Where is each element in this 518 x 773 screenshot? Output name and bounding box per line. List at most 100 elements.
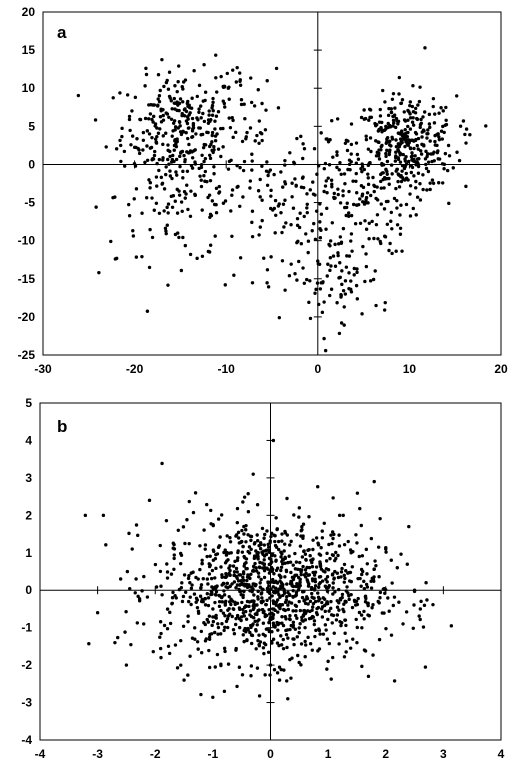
data-point	[202, 174, 206, 178]
data-point	[299, 572, 303, 577]
data-point	[359, 523, 364, 528]
data-point	[254, 549, 258, 553]
data-point	[253, 561, 257, 566]
data-point	[447, 154, 452, 158]
data-point	[382, 308, 387, 312]
data-point	[228, 125, 233, 130]
data-point	[236, 530, 241, 535]
data-point	[199, 163, 204, 167]
data-point	[329, 599, 333, 604]
data-point	[169, 572, 174, 576]
y-tick-label: 0	[28, 157, 35, 171]
data-point	[295, 533, 299, 537]
data-point	[255, 552, 259, 556]
data-point	[279, 584, 283, 588]
data-point	[325, 206, 329, 211]
data-point	[316, 599, 321, 603]
data-point	[235, 506, 240, 511]
data-point	[216, 632, 220, 636]
data-point	[418, 125, 422, 130]
data-point	[189, 163, 194, 168]
data-point	[159, 584, 163, 588]
data-point	[199, 178, 203, 182]
data-point	[323, 609, 327, 614]
data-point	[123, 630, 127, 634]
data-point	[255, 133, 259, 138]
data-point	[149, 145, 154, 150]
data-point	[272, 590, 276, 594]
data-point	[299, 242, 304, 246]
data-point	[219, 154, 223, 159]
data-point	[288, 560, 293, 564]
data-point	[336, 575, 341, 580]
data-point	[263, 532, 267, 537]
data-point	[319, 212, 324, 216]
data-point	[333, 242, 337, 247]
data-point	[259, 542, 263, 547]
data-point	[349, 152, 353, 156]
data-point	[284, 221, 288, 225]
data-point	[424, 162, 428, 167]
data-point	[179, 585, 184, 590]
data-point	[258, 130, 263, 135]
data-point	[145, 595, 150, 599]
data-point	[337, 608, 341, 612]
data-point	[425, 188, 429, 192]
data-point	[347, 597, 351, 602]
data-point	[252, 565, 256, 569]
data-point	[230, 116, 234, 120]
data-point	[213, 127, 217, 131]
x-tick-label: -1	[208, 747, 219, 761]
data-point	[389, 210, 394, 215]
data-point	[184, 130, 188, 135]
data-point	[210, 113, 215, 117]
data-point	[384, 127, 388, 131]
data-point	[260, 101, 264, 106]
data-point	[382, 175, 387, 180]
data-point	[232, 632, 237, 636]
data-point	[279, 667, 283, 672]
data-point	[219, 662, 223, 666]
data-point	[416, 164, 421, 169]
data-point	[187, 113, 191, 117]
data-point	[87, 642, 91, 646]
data-point	[408, 192, 412, 196]
data-point	[360, 626, 364, 630]
data-point	[316, 541, 320, 545]
data-point	[213, 630, 217, 635]
data-point	[410, 165, 415, 170]
data-point	[286, 697, 290, 701]
data-point	[412, 159, 416, 163]
data-point	[145, 309, 150, 313]
data-point	[404, 202, 409, 207]
data-point	[411, 626, 415, 631]
data-point	[281, 202, 286, 206]
data-point	[407, 524, 411, 529]
data-point	[409, 138, 413, 142]
data-point	[171, 590, 175, 595]
data-point	[451, 166, 455, 170]
data-point	[227, 594, 231, 599]
data-point	[238, 165, 242, 170]
data-point	[217, 184, 221, 189]
data-point	[364, 198, 368, 202]
data-point	[272, 206, 277, 211]
data-point	[180, 111, 184, 116]
data-point	[210, 568, 215, 573]
data-point	[136, 533, 140, 538]
data-point	[185, 169, 190, 173]
data-point	[231, 564, 236, 568]
x-tick-label: -3	[92, 747, 103, 761]
data-point	[354, 603, 358, 607]
data-point	[380, 120, 384, 125]
data-point	[303, 601, 308, 606]
data-point	[298, 544, 303, 548]
data-point	[198, 594, 203, 598]
data-point	[216, 545, 221, 550]
data-point	[178, 151, 183, 155]
data-point	[260, 587, 264, 591]
data-point	[366, 601, 370, 605]
data-point	[322, 336, 326, 341]
data-point	[384, 154, 388, 159]
data-point	[352, 273, 356, 277]
